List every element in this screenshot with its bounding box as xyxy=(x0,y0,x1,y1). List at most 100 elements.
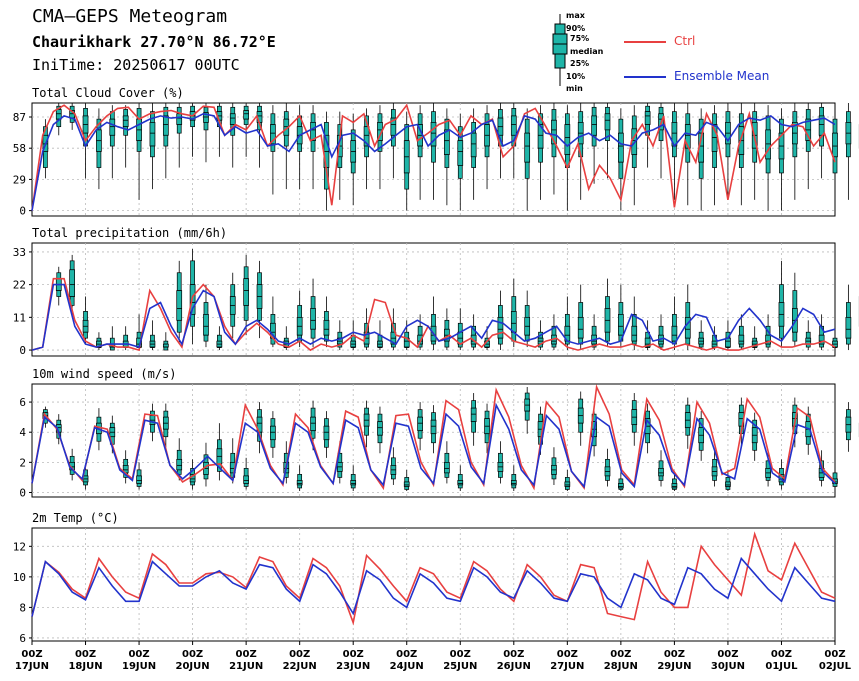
box-upper xyxy=(578,111,584,123)
y-tick-label: 10 xyxy=(13,571,26,584)
box-upper xyxy=(109,422,115,429)
box-upper xyxy=(685,302,691,318)
box-iqr xyxy=(470,407,477,423)
box-upper xyxy=(832,472,838,480)
x-tick-hour: 00Z xyxy=(610,649,631,660)
box-lower xyxy=(498,337,503,345)
box-upper xyxy=(243,266,249,280)
box-upper xyxy=(283,337,289,342)
box-lower xyxy=(83,481,88,486)
x-tick-hour: 00Z xyxy=(128,649,149,660)
box-upper xyxy=(658,106,664,115)
box-iqr xyxy=(457,480,464,486)
box-iqr xyxy=(430,419,437,435)
box-upper xyxy=(578,302,584,318)
box-upper xyxy=(391,109,396,119)
box-iqr xyxy=(725,481,731,487)
box-upper xyxy=(350,474,356,481)
box-upper xyxy=(725,477,731,483)
box-lower xyxy=(190,314,195,327)
box-upper xyxy=(524,392,530,400)
box-lower xyxy=(243,118,249,125)
box-upper xyxy=(203,106,209,114)
box-upper xyxy=(712,458,717,468)
box-iqr xyxy=(176,458,183,471)
box-upper xyxy=(779,468,784,475)
panel-title: Total Cloud Cover (%) xyxy=(32,86,184,100)
box-iqr xyxy=(564,124,571,156)
box-upper xyxy=(685,113,691,125)
box-lower xyxy=(658,343,664,348)
box-upper xyxy=(270,314,276,324)
box-lower xyxy=(457,484,463,489)
box-iqr xyxy=(69,269,76,297)
box-lower xyxy=(725,486,731,490)
x-tick-date: 17JUN xyxy=(15,661,49,672)
box-lower xyxy=(846,431,851,441)
box-lower xyxy=(805,140,811,152)
x-tick-hour: 00Z xyxy=(236,649,257,660)
box-lower xyxy=(96,151,102,168)
box-lower xyxy=(685,427,691,436)
box-iqr xyxy=(444,129,450,156)
box-upper xyxy=(257,409,262,418)
box-upper xyxy=(217,105,222,112)
box-lower xyxy=(404,346,410,348)
box-lower xyxy=(431,145,436,163)
box-upper xyxy=(631,400,637,410)
box-lower xyxy=(377,346,383,348)
y-tick-label: 6 xyxy=(19,396,26,409)
box-lower xyxy=(551,343,557,348)
box-upper xyxy=(564,314,570,327)
box-lower xyxy=(283,134,289,147)
box-iqr xyxy=(136,475,142,484)
box-lower xyxy=(832,483,838,487)
legend-max: max xyxy=(566,11,585,20)
box-upper xyxy=(846,302,851,318)
box-lower xyxy=(564,486,570,490)
box-lower xyxy=(404,172,410,190)
box-iqr xyxy=(162,115,169,136)
box-upper xyxy=(618,302,624,315)
box-lower xyxy=(631,154,637,168)
init-time-label: IniTime: 20250617 00UTC xyxy=(32,56,240,74)
box-iqr xyxy=(377,421,383,436)
box-lower xyxy=(56,290,62,297)
box-upper xyxy=(391,457,396,466)
box-lower xyxy=(136,140,142,152)
box-lower xyxy=(203,334,209,342)
box-lower xyxy=(190,119,195,128)
box-upper xyxy=(658,460,664,469)
box-iqr xyxy=(310,416,316,432)
box-iqr xyxy=(444,461,450,474)
box-lower xyxy=(136,483,142,487)
y-tick-label: 87 xyxy=(13,111,26,124)
box-lower xyxy=(417,145,423,158)
y-tick-label: 6 xyxy=(19,632,26,645)
box-lower xyxy=(297,484,303,489)
box-lower xyxy=(618,487,624,490)
box-lower xyxy=(631,424,637,433)
box-upper xyxy=(350,129,356,142)
box-lower xyxy=(96,433,102,442)
box-lower xyxy=(150,145,155,158)
box-lower xyxy=(324,439,329,448)
box-upper xyxy=(270,113,276,125)
box-lower xyxy=(578,422,584,433)
y-tick-label: 0 xyxy=(19,486,26,499)
box-upper xyxy=(738,325,744,336)
box-lower xyxy=(712,151,717,168)
box-upper xyxy=(69,455,75,463)
panel-frame xyxy=(31,527,836,642)
box-upper xyxy=(123,458,129,466)
x-tick-hour: 00Z xyxy=(182,649,203,660)
box-iqr xyxy=(350,480,357,486)
box-iqr xyxy=(671,325,678,342)
box-upper xyxy=(176,272,182,291)
box-lower xyxy=(698,161,704,179)
box-lower xyxy=(738,343,744,348)
box-lower xyxy=(310,328,316,339)
box-lower xyxy=(163,134,169,147)
box-iqr xyxy=(604,113,611,131)
